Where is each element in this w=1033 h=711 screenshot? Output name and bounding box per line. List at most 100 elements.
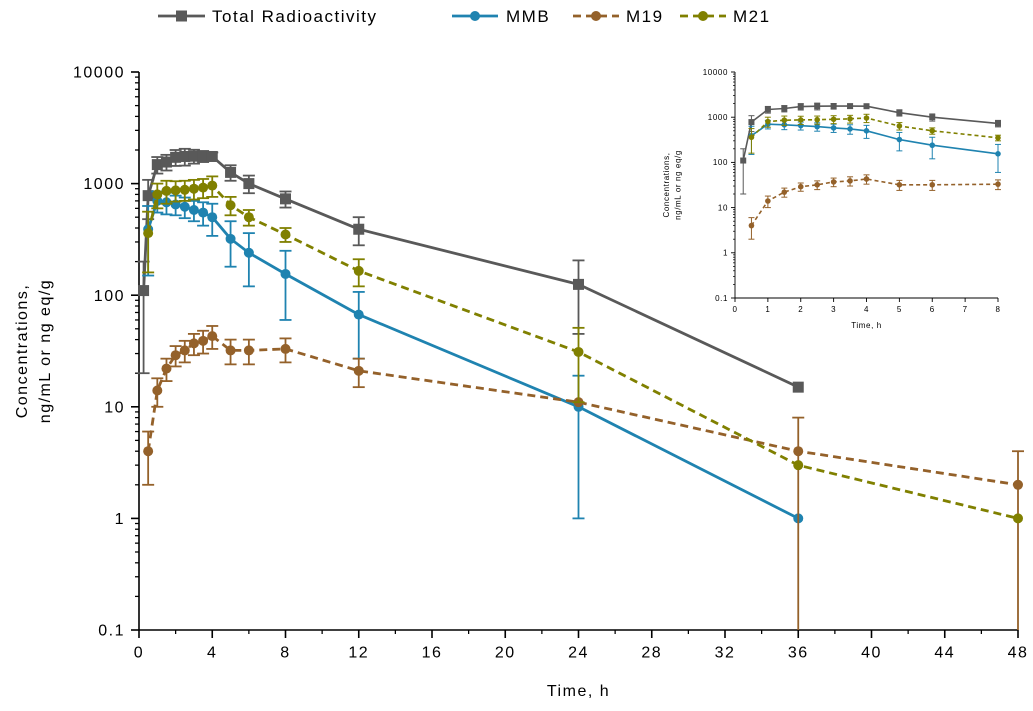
data-point-m21 — [188, 183, 199, 194]
data-point-total — [280, 193, 291, 205]
x-tick-label: 12 — [348, 645, 369, 662]
data-point-m19 — [797, 183, 804, 190]
series-line-mmb — [146, 199, 799, 520]
data-point-m19 — [143, 446, 154, 457]
legend-item-m21: M21 — [680, 7, 771, 26]
data-point-m21 — [995, 135, 1001, 141]
data-point-m19 — [793, 446, 804, 457]
data-point-total — [740, 157, 747, 164]
data-point-mmb — [188, 205, 199, 216]
data-point-total — [573, 278, 584, 290]
y-axis-title-line: Concentrations, — [14, 284, 31, 419]
legend: Total Radioactivity MMB M19 M21 — [158, 7, 771, 26]
x-tick-label: 44 — [934, 645, 955, 662]
data-point-m21 — [793, 460, 804, 471]
data-point-total — [814, 103, 821, 110]
data-point-mmb — [830, 125, 837, 131]
legend-label-m19: M19 — [626, 7, 664, 26]
data-point-mmb — [243, 247, 254, 258]
series-m21 — [142, 175, 1023, 524]
data-point-total — [929, 114, 936, 121]
data-point-m21 — [765, 118, 771, 125]
data-point-m21 — [161, 185, 172, 196]
data-point-mmb — [847, 126, 853, 132]
data-point-m21 — [1013, 513, 1023, 524]
series-m19 — [142, 325, 1024, 630]
data-point-total — [225, 166, 237, 178]
data-point-m19 — [995, 181, 1001, 187]
x-tick-label: 20 — [495, 645, 516, 662]
data-point-mmb — [280, 268, 291, 279]
data-point-total — [797, 103, 804, 110]
data-point-m21 — [797, 117, 804, 123]
data-point-m21 — [170, 185, 181, 196]
data-point-mmb — [207, 212, 218, 223]
y-axis-title-line: ng/mL or ng eq/g — [674, 150, 683, 220]
data-point-m21 — [847, 116, 853, 122]
y-axis-title-line: ng/mL or ng eq/g — [37, 279, 54, 423]
data-point-mmb — [198, 207, 209, 218]
y-tick-label: 1 — [115, 511, 125, 528]
data-point-m19 — [765, 198, 771, 204]
y-axis-title: Concentrations, ng/mL or ng eq/g — [14, 279, 54, 423]
x-tick-label: 8 — [995, 305, 1000, 314]
x-tick-label: 4 — [207, 645, 217, 662]
data-point-m21 — [573, 346, 584, 357]
data-point-total — [896, 109, 903, 116]
data-point-total — [353, 223, 365, 235]
legend-item-mmb: MMB — [452, 7, 549, 26]
data-point-total — [764, 106, 771, 113]
data-point-mmb — [814, 123, 820, 130]
data-point-m19 — [748, 222, 755, 229]
x-tick-label: 5 — [897, 305, 902, 314]
x-tick-label: 8 — [280, 645, 290, 662]
data-point-m19 — [896, 181, 903, 188]
data-point-mmb — [179, 201, 190, 212]
series-line-m21 — [750, 117, 999, 139]
legend-marker-m19 — [591, 11, 601, 21]
data-point-m19 — [170, 350, 181, 361]
y-tick-label: 10 — [104, 399, 125, 416]
y-tick-label: 0.1 — [715, 294, 728, 303]
data-point-m19 — [161, 363, 172, 374]
x-tick-label: 24 — [568, 645, 589, 662]
data-point-mmb — [929, 142, 936, 149]
x-tick-label: 0 — [732, 305, 737, 314]
data-point-m21 — [207, 180, 218, 191]
data-point-m19 — [929, 181, 936, 188]
data-point-total — [179, 150, 191, 162]
data-point-total — [830, 103, 837, 110]
data-point-m21 — [225, 200, 236, 211]
data-point-mmb — [225, 233, 236, 244]
y-axis-title-line: Concentrations, — [662, 152, 671, 217]
series-line-total — [142, 154, 799, 389]
data-point-m19 — [188, 338, 199, 349]
y-tick-label: 1 — [723, 249, 728, 258]
legend-label-total: Total Radioactivity — [212, 7, 378, 26]
data-point-m19 — [225, 345, 236, 356]
data-point-m19 — [830, 179, 837, 185]
data-point-m19 — [863, 176, 870, 182]
data-point-m19 — [781, 189, 788, 195]
x-axis-title: Time, h — [547, 683, 610, 700]
series-total — [740, 102, 1001, 195]
x-tick-label: 32 — [715, 645, 736, 662]
data-point-total — [138, 285, 150, 297]
data-point-total — [748, 119, 755, 126]
data-point-m21 — [243, 212, 254, 223]
data-point-m21 — [280, 229, 291, 240]
data-point-m21 — [830, 116, 837, 123]
data-point-total — [863, 103, 870, 110]
x-tick-label: 4 — [864, 305, 869, 314]
data-point-m21 — [143, 228, 154, 239]
legend-label-m21: M21 — [733, 7, 771, 26]
data-point-mmb — [353, 309, 364, 320]
inset-plot: 0.1 1 10 100 1000 10000 0 1 2 3 4 5 6 7 8 Time, h Concen… — [662, 68, 1001, 330]
series-total — [137, 147, 804, 393]
data-point-m19 — [847, 178, 853, 184]
data-point-mmb — [995, 150, 1001, 157]
data-point-m21 — [929, 128, 936, 134]
y-tick-label: 0.1 — [98, 623, 125, 640]
